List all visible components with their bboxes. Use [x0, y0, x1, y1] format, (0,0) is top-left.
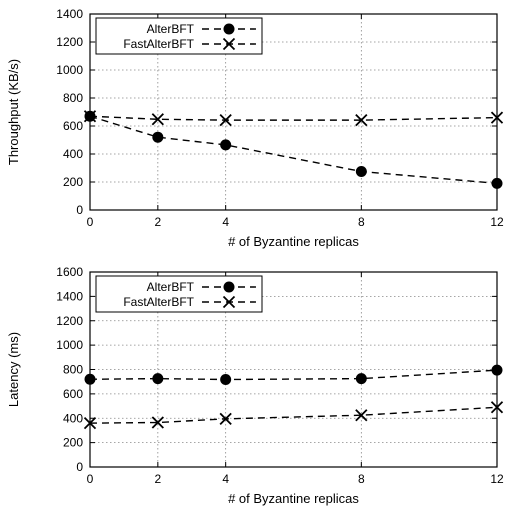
- legend-box: [95, 275, 263, 313]
- y-tick-label: 1400: [56, 289, 83, 303]
- data-point: [151, 416, 164, 429]
- y-tick-label: 600: [63, 119, 83, 133]
- y-tick-label: 800: [63, 363, 83, 377]
- data-point: [491, 177, 503, 189]
- y-tick-label: 200: [63, 436, 83, 450]
- x-tick-label: 0: [87, 215, 94, 229]
- data-point: [491, 364, 503, 376]
- x-axis-title: # of Byzantine replicas: [228, 234, 359, 249]
- data-point: [152, 373, 164, 385]
- y-tick-label: 200: [63, 175, 83, 189]
- data-point: [219, 113, 232, 127]
- data-point: [490, 401, 504, 414]
- x-tick-label: 0: [87, 472, 94, 486]
- series-alterbft: [84, 364, 503, 385]
- legend-marker: [222, 37, 236, 51]
- series-line: [89, 115, 498, 121]
- data-point: [83, 416, 97, 430]
- y-tick-label: 1200: [56, 314, 83, 328]
- data-point: [151, 113, 164, 126]
- series-alterbft: [84, 110, 503, 189]
- series-fastalterbft: [83, 401, 504, 430]
- y-tick-label: 0: [76, 203, 83, 217]
- series-fastalterbft: [83, 110, 504, 127]
- series-line: [89, 406, 498, 424]
- y-tick-label: 400: [63, 147, 83, 161]
- x-tick-label: 8: [358, 215, 365, 229]
- data-point: [355, 409, 368, 422]
- x-tick-label: 8: [358, 472, 365, 486]
- y-axis-title: Throughput (KB/s): [6, 59, 21, 165]
- legend-marker: [223, 281, 235, 293]
- legend-marker: [222, 295, 236, 309]
- x-tick-label: 4: [222, 472, 229, 486]
- data-point: [83, 110, 97, 123]
- data-point: [355, 373, 367, 385]
- y-tick-label: 800: [63, 91, 83, 105]
- y-tick-label: 1400: [56, 7, 83, 21]
- y-tick-label: 0: [76, 460, 83, 474]
- x-tick-label: 12: [490, 472, 504, 486]
- data-point: [355, 113, 368, 127]
- y-tick-label: 1200: [56, 35, 83, 49]
- x-tick-label: 2: [154, 472, 161, 486]
- x-tick-label: 2: [154, 215, 161, 229]
- data-point: [84, 373, 96, 385]
- legend-box: [95, 17, 263, 55]
- x-tick-label: 4: [222, 215, 229, 229]
- data-point: [152, 131, 164, 143]
- x-axis-title: # of Byzantine replicas: [228, 491, 359, 506]
- x-tick-label: 12: [490, 215, 504, 229]
- latency-chart: 0 200 400 600 800 1000 1200 1400 1600 0 2 4 8 12 # of …: [6, 265, 504, 506]
- series-line: [89, 369, 498, 381]
- y-axis-title: Latency (ms): [6, 332, 21, 407]
- y-tick-label: 1600: [56, 265, 83, 279]
- legend-marker: [223, 23, 235, 35]
- data-point: [219, 412, 232, 425]
- legend-label: FastAlterBFT: [123, 295, 194, 309]
- y-tick-label: 400: [63, 411, 83, 425]
- throughput-chart: 0 200 400 600 800 1000 1200 1400 0 2 4 8 12 # of Byza…: [6, 7, 504, 249]
- y-tick-label: 600: [63, 387, 83, 401]
- legend-label: AlterBFT: [147, 22, 195, 36]
- legend-label: FastAlterBFT: [123, 37, 194, 51]
- data-point: [490, 111, 504, 124]
- y-tick-label: 1000: [56, 63, 83, 77]
- data-point: [355, 166, 367, 177]
- legend-label: AlterBFT: [147, 280, 195, 294]
- y-tick-label: 1000: [56, 338, 83, 352]
- data-point: [220, 139, 232, 151]
- data-point: [220, 373, 232, 385]
